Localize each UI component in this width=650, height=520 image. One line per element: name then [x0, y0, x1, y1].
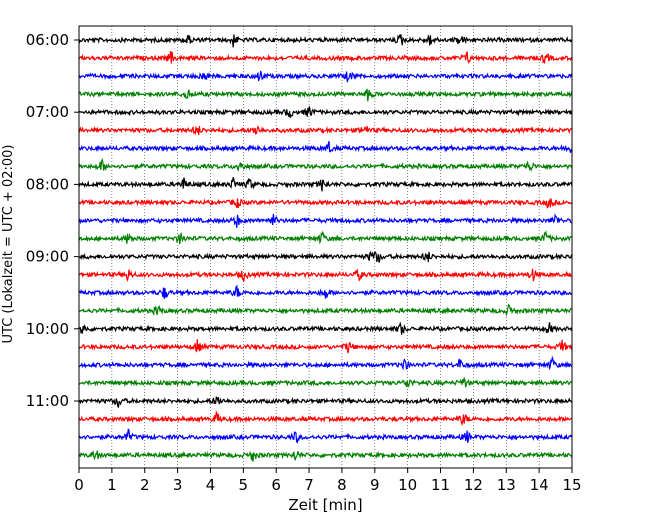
trace-0930: [78, 284, 573, 299]
trace-0600: [78, 34, 573, 48]
y-tick-label: 10:00: [26, 320, 69, 338]
x-tick-label: 10: [398, 476, 417, 494]
x-tick-label: 11: [431, 476, 450, 494]
trace-0830: [78, 213, 573, 228]
x-tick-label: 9: [370, 476, 380, 494]
y-tick-label: 09:00: [26, 248, 69, 266]
plot-frame: [78, 25, 573, 469]
x-tick-label: 13: [497, 476, 516, 494]
x-tick-label: 5: [239, 476, 249, 494]
x-axis-ticks: 0 1 2 3 4 5 6 7 8 9 10 11 12 13 14 15: [74, 468, 582, 494]
trace-0815: [78, 198, 573, 209]
y-tick-label: 06:00: [26, 31, 69, 49]
trace-1100: [78, 395, 573, 408]
x-tick-label: 1: [107, 476, 117, 494]
trace-0615: [78, 51, 573, 64]
x-tick-label: 4: [206, 476, 216, 494]
trace-1130: [78, 428, 573, 444]
trace-0900: [78, 250, 573, 263]
y-tick-label: 08:00: [26, 175, 69, 193]
x-tick-label: 6: [271, 476, 281, 494]
y-tick-label: 07:00: [26, 103, 69, 121]
x-tick-label: 14: [530, 476, 549, 494]
trace-0645: [78, 88, 573, 102]
trace-1045: [78, 376, 573, 388]
trace-0915: [78, 268, 572, 282]
seismic-traces: [78, 34, 573, 462]
trace-0845: [78, 229, 573, 245]
y-tick-label: 11:00: [26, 392, 69, 410]
trace-0700: [78, 106, 573, 118]
trace-0715: [78, 125, 573, 136]
x-tick-label: 8: [337, 476, 347, 494]
trace-0800: [78, 177, 573, 192]
trace-0745: [78, 157, 573, 172]
x-axis-label: Zeit [min]: [288, 496, 362, 514]
x-tick-label: 0: [74, 476, 84, 494]
x-tick-label: 3: [173, 476, 183, 494]
y-axis-label: UTC (Lokalzeit = UTC + 02:00): [1, 145, 16, 344]
trace-1015: [78, 339, 573, 354]
trace-0730: [78, 141, 573, 153]
trace-1030: [78, 355, 572, 371]
trace-0945: [78, 303, 573, 317]
y-axis-ticks: 06:00 07:00 08:00 09:00 10:00 11:00: [26, 31, 79, 410]
x-tick-label: 15: [562, 476, 581, 494]
trace-1115: [78, 410, 573, 427]
trace-1145: [78, 449, 573, 462]
x-tick-label: 7: [304, 476, 314, 494]
trace-0630: [78, 70, 573, 83]
x-tick-label: 12: [464, 476, 483, 494]
trace-1000: [78, 321, 573, 335]
x-tick-label: 2: [140, 476, 150, 494]
